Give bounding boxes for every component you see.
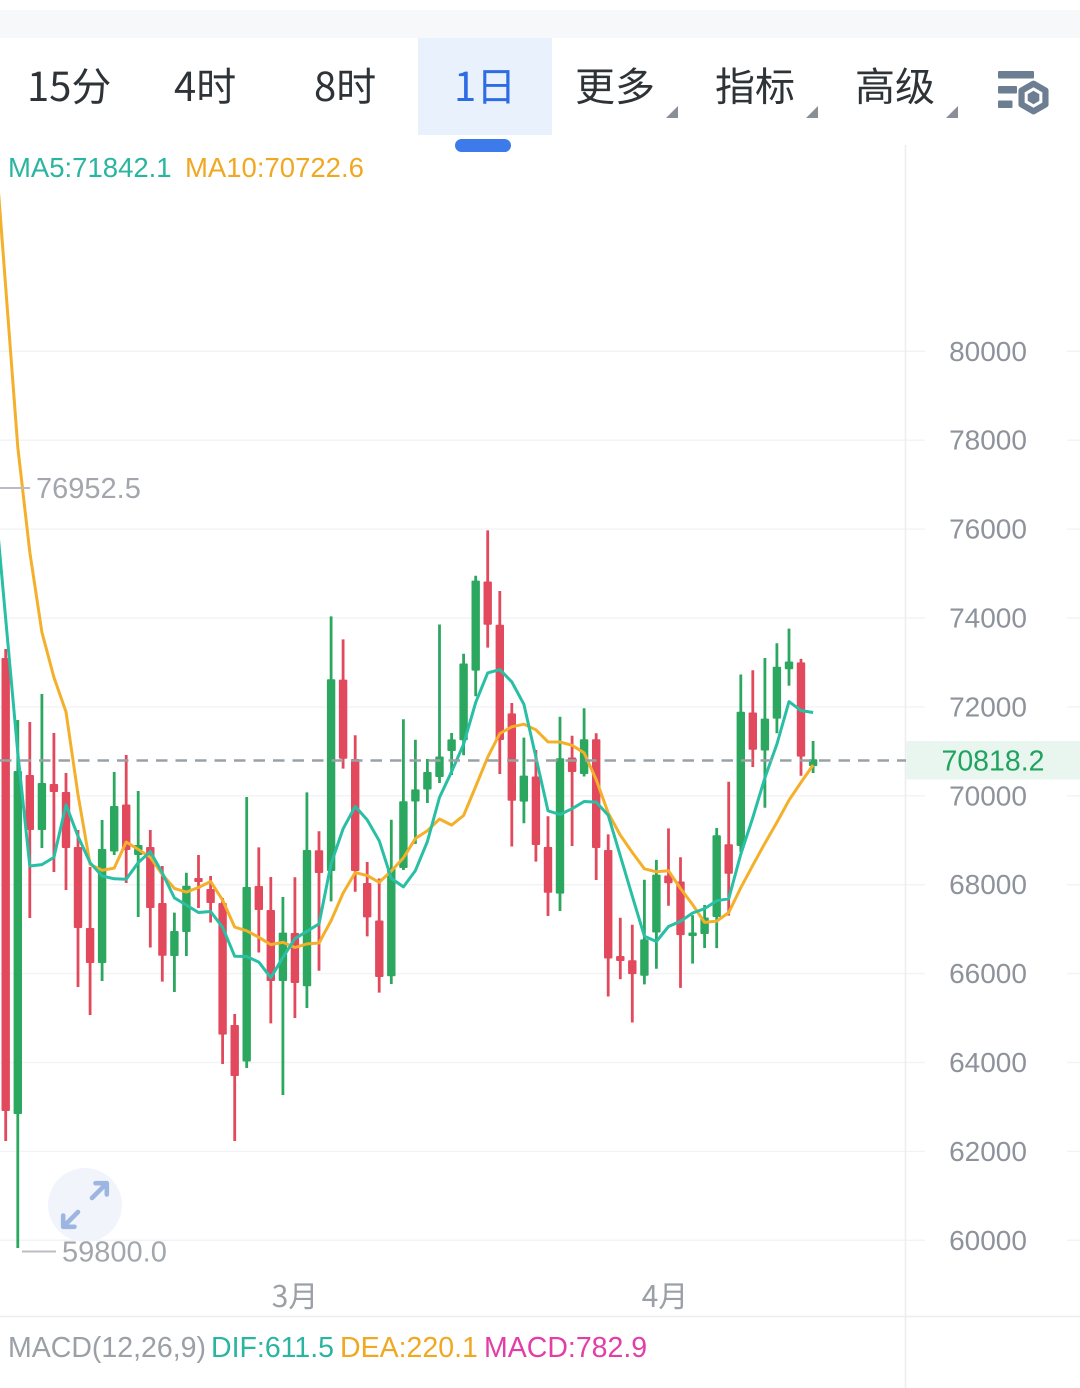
svg-text:78000: 78000 (949, 425, 1027, 456)
svg-text:76000: 76000 (949, 514, 1027, 545)
svg-text:MA10:70722.6: MA10:70722.6 (185, 152, 364, 183)
svg-text:60000: 60000 (949, 1225, 1027, 1256)
svg-text:DEA:220.1: DEA:220.1 (340, 1332, 478, 1364)
svg-text:66000: 66000 (949, 958, 1027, 989)
svg-text:64000: 64000 (949, 1047, 1027, 1078)
svg-text:76952.5: 76952.5 (36, 473, 141, 505)
svg-text:68000: 68000 (949, 869, 1027, 900)
svg-text:62000: 62000 (949, 1136, 1027, 1167)
svg-text:72000: 72000 (949, 691, 1027, 722)
svg-text:80000: 80000 (949, 336, 1027, 367)
svg-text:70818.2: 70818.2 (941, 746, 1044, 778)
svg-text:59800.0: 59800.0 (62, 1237, 167, 1269)
svg-text:MACD:782.9: MACD:782.9 (484, 1332, 647, 1364)
svg-text:MACD(12,26,9): MACD(12,26,9) (8, 1332, 206, 1364)
svg-text:74000: 74000 (949, 603, 1027, 634)
svg-text:MA5:71842.1: MA5:71842.1 (8, 152, 172, 183)
svg-text:DIF:611.5: DIF:611.5 (211, 1332, 334, 1364)
svg-text:70000: 70000 (949, 780, 1027, 811)
